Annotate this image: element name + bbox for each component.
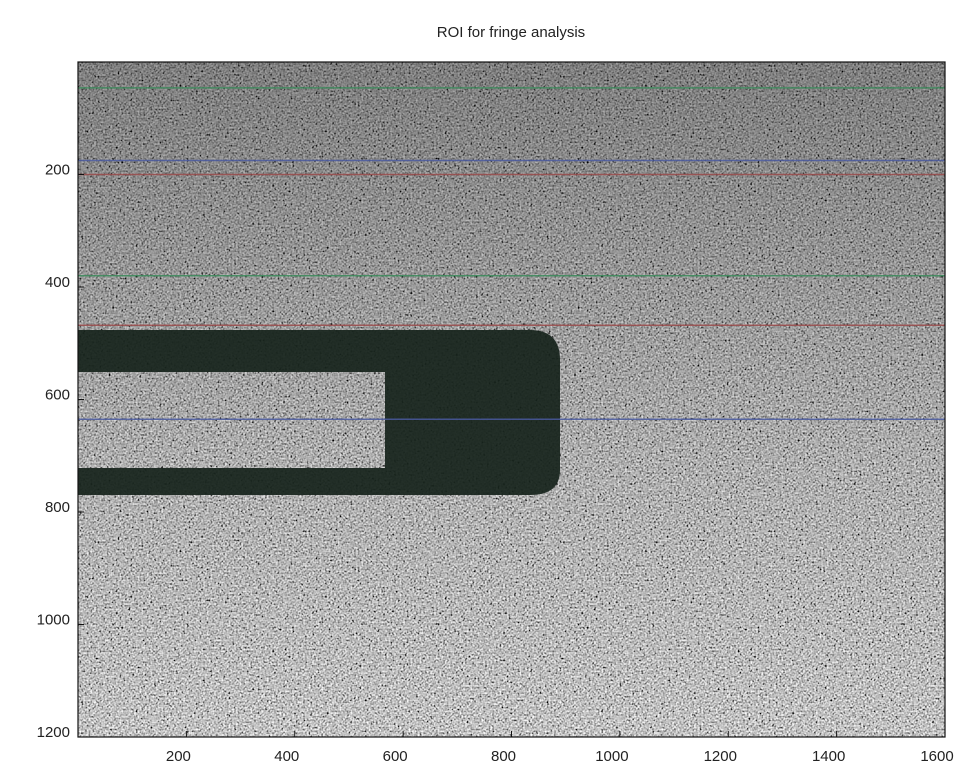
x-tick-label: 800 xyxy=(491,748,516,765)
x-tick-label: 400 xyxy=(274,748,299,765)
y-tick-label: 800 xyxy=(45,499,70,516)
x-tick-label: 200 xyxy=(166,748,191,765)
x-tick-label: 1000 xyxy=(595,748,628,765)
x-tick-label: 600 xyxy=(383,748,408,765)
x-tick-label: 1400 xyxy=(812,748,845,765)
x-tick-label: 1600 xyxy=(920,748,953,765)
y-tick-label: 1000 xyxy=(37,611,70,628)
y-tick-label: 400 xyxy=(45,274,70,291)
y-tick-label: 1200 xyxy=(37,724,70,741)
y-tick-label: 600 xyxy=(45,386,70,403)
chart-title: ROI for fringe analysis xyxy=(437,24,585,41)
y-tick-label: 200 xyxy=(45,161,70,178)
image-area xyxy=(78,62,945,737)
x-tick-label: 1200 xyxy=(704,748,737,765)
figure: ROI for fringe analysis 200 400 600 800 1000… xyxy=(0,0,973,778)
